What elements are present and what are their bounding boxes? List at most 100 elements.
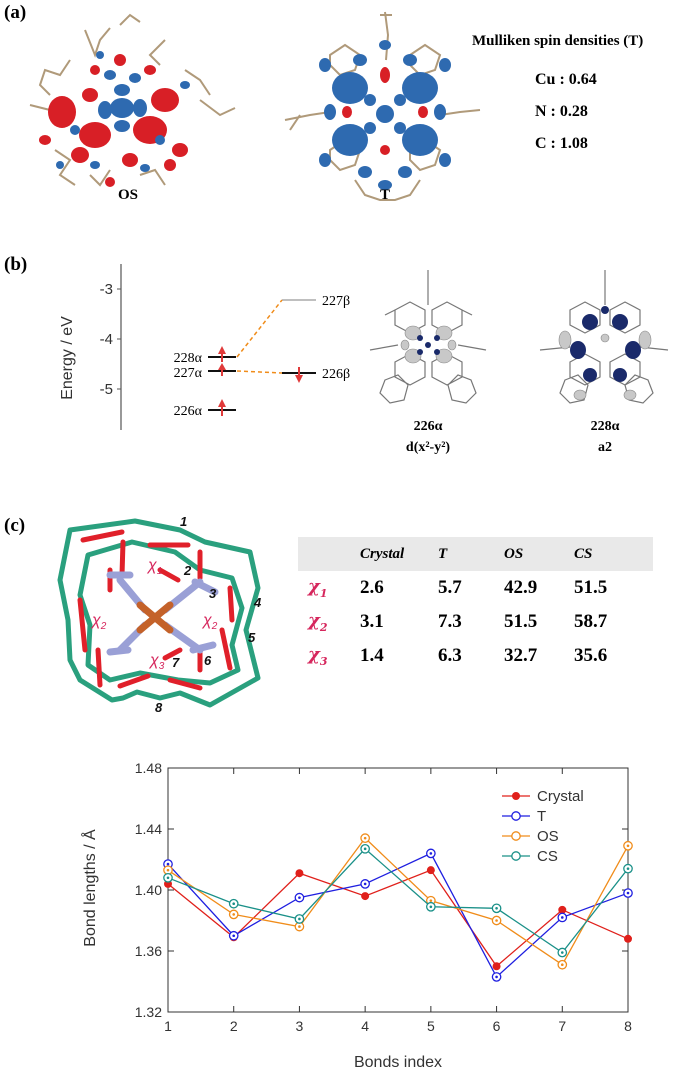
cell: 3.1 [360,611,384,632]
connector-228a-227b [236,299,283,358]
t-label: T [379,187,390,203]
energy-diagram: -3 -4 -5 Energy / eV 228α 227α 226α 227β… [59,264,669,455]
porphyrin-core [106,571,219,656]
ring-chi3-label: χ3 [148,652,165,672]
point-crystal [426,866,435,875]
th-cs: CS [574,537,653,571]
ring-structure-diagram: 1 2 3 4 5 6 7 8 χ1 χ2 χ2 χ3 [57,514,262,715]
bond-number-3: 3 [209,586,217,601]
electron-up-arrow-228a [218,346,226,362]
orbital-228a-image [539,270,669,404]
point-dot-os [495,919,498,922]
point-dot-os [298,925,301,928]
legend-label-cs: CS [537,848,558,865]
chi-table-header: Crystal T OS CS [298,537,653,571]
point-dot-cs [429,905,433,909]
row-chi1-label: χ1 [308,576,328,600]
point-dot-t [560,916,564,919]
point-crystal [624,934,632,943]
point-dot-cs [166,876,170,880]
point-dot-t [495,975,498,979]
table-row: χ3 1.4 6.3 32.7 35.6 [298,639,653,673]
label-226b: 226β [322,367,350,382]
cell: 51.5 [504,611,538,632]
spin-c: C : 1.08 [535,135,588,152]
point-dot-t [298,896,301,899]
x-tick-label: 4 [361,1018,369,1034]
cell: 32.7 [504,645,538,666]
y-axis-title: Bond lengths / Å [80,829,99,947]
y-tick-label: 1.32 [135,1004,162,1020]
ring-chi2-right-label: χ2 [201,612,218,632]
ring-chi2-left-label: χ2 [90,612,107,632]
point-dot-cs [495,907,498,910]
x-axis-title: Bonds index [354,1054,442,1071]
bond-number-6: 6 [204,653,212,668]
ring-chi1-label: χ1 [146,557,162,577]
legend-label-t: T [537,808,546,825]
series-line-cs [167,847,629,954]
x-tick-label: 6 [493,1018,501,1034]
point-dot-os [429,899,433,902]
point-crystal [492,962,501,971]
legend-label-os: OS [537,828,559,845]
ytick-m3: -3 [100,281,113,298]
legend-marker-t [511,811,521,821]
y-tick-label: 1.48 [135,760,162,776]
legend-marker-os [511,831,521,841]
os-molecule-image [29,13,236,187]
point-dot-t [363,882,367,886]
label-228a: 228α [174,351,203,366]
x-tick-label: 1 [164,1018,172,1034]
spin-density-title: Mulliken spin densities (T) [472,33,644,49]
legend-marker-cs [511,851,521,861]
y-tick-label: 1.44 [135,821,162,837]
spin-n: N : 0.28 [535,103,588,120]
os-label: OS [117,187,138,203]
series-line-os [167,837,629,966]
orbital2-symmetry: a2 [598,440,612,455]
th-t: T [438,537,504,571]
bond-number-5: 5 [248,630,256,645]
table-row: χ1 2.6 5.7 42.9 51.5 [298,571,653,605]
orbital1-symmetry: d(x²-y²) [406,440,451,455]
point-dot-os [166,868,170,872]
ytick-m5: -5 [100,381,113,398]
cell: 35.6 [574,645,608,666]
label-227a: 227α [174,366,203,381]
point-dot-t [166,862,170,866]
orbital2-name: 228α [591,419,620,434]
point-dot-cs [232,902,236,906]
ytick-m4: -4 [100,331,113,348]
bond-number-1: 1 [180,514,187,529]
th-blank [298,537,360,571]
orbital-226a-image [369,270,487,404]
electron-up-arrow-226a [218,399,226,416]
table-row: χ2 3.1 7.3 51.5 58.7 [298,605,653,639]
cell: 1.4 [360,645,384,666]
cell: 6.3 [438,645,462,666]
bond-number-7: 7 [172,655,180,670]
x-tick-label: 7 [558,1018,566,1034]
conjugated-bonds [77,529,235,691]
point-crystal [295,869,304,878]
carbon-framework [57,518,261,708]
th-os: OS [504,537,574,571]
bond-number-2: 2 [183,563,192,578]
point-dot-cs [626,867,630,870]
point-dot-cs [363,847,367,851]
point-dot-t [626,891,630,895]
chi-table: Crystal T OS CS χ1 2.6 5.7 42.9 51.5 χ2 … [298,537,653,673]
label-227b: 227β [322,294,350,309]
legend-marker-crystal [512,792,520,800]
cell: 7.3 [438,611,462,632]
label-226a: 226α [174,404,203,419]
energy-axis-label: Energy / eV [59,316,76,400]
panel-c-label: (c) [4,515,26,536]
point-dot-os [626,844,630,848]
point-dot-os [232,913,236,916]
x-tick-label: 2 [230,1018,238,1034]
x-tick-label: 5 [427,1018,435,1034]
spin-density-molecules [29,11,481,201]
point-crystal [558,905,567,914]
